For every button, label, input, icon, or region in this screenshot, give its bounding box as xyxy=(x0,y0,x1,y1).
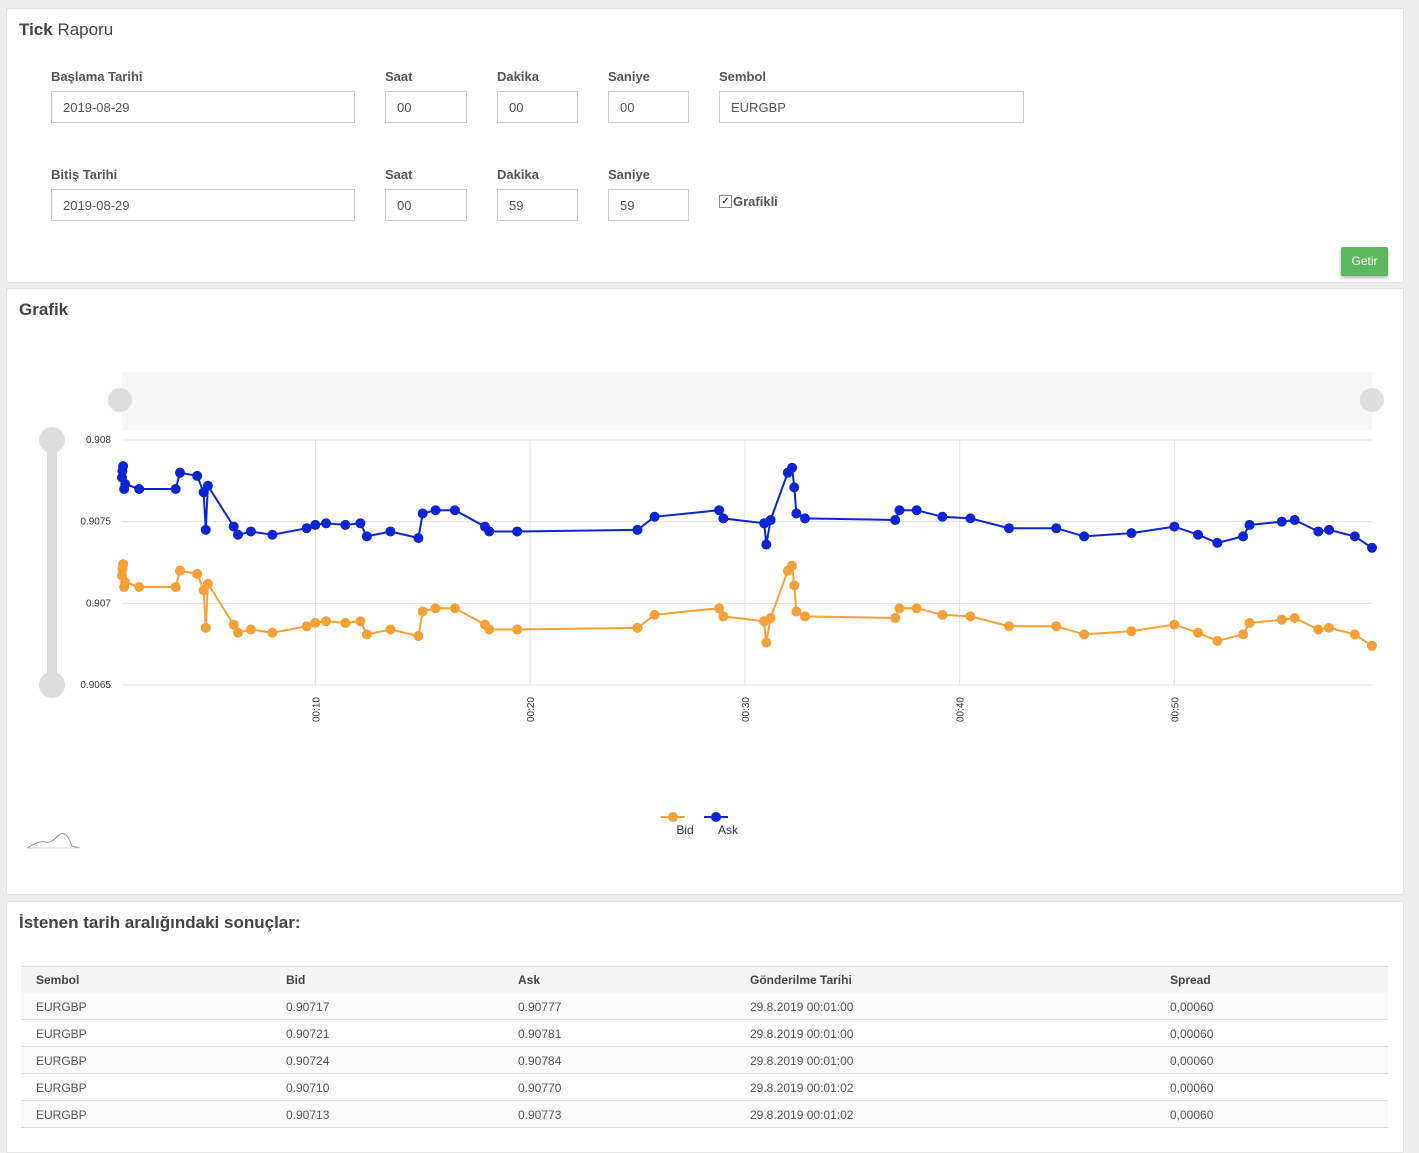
table-cell: EURGBP xyxy=(36,1027,87,1041)
title-strong: Tick xyxy=(19,20,53,39)
panel-title: İstenen tarih aralığındaki sonuçlar: xyxy=(19,913,301,932)
text-input[interactable]: EURGBP xyxy=(719,91,1024,123)
table-cell: 29.8.2019 00:01:00 xyxy=(750,1000,854,1014)
panel-title: Grafik xyxy=(19,300,69,319)
field-label: Saniye xyxy=(608,69,650,84)
column-header: Ask xyxy=(518,973,541,987)
field-label: Saniye xyxy=(608,167,650,182)
table-row xyxy=(21,1047,1388,1074)
text-input[interactable]: 2019-08-29 xyxy=(51,189,355,221)
checkbox[interactable]: ✓ xyxy=(719,195,732,208)
text-input[interactable]: 59 xyxy=(497,189,578,221)
column-header: Bid xyxy=(286,973,306,987)
table-header-row xyxy=(21,966,1388,994)
table-cell: 0.90713 xyxy=(286,1108,330,1122)
table-cell: 0,00060 xyxy=(1170,1027,1214,1041)
table-cell: 0.90710 xyxy=(286,1081,330,1095)
table-cell: 0,00060 xyxy=(1170,1081,1214,1095)
table-cell: 0.90717 xyxy=(286,1000,330,1014)
table-cell: 0.90721 xyxy=(286,1027,330,1041)
table-cell: 0.90784 xyxy=(518,1054,562,1068)
table-cell: 0.90781 xyxy=(518,1027,562,1041)
results-panel: İstenen tarih aralığındaki sonuçlar: Sem… xyxy=(6,901,1404,1153)
table-cell: EURGBP xyxy=(36,1108,87,1122)
text-input[interactable]: 00 xyxy=(608,91,689,123)
table-cell: EURGBP xyxy=(36,1054,87,1068)
panel-title: Tick Raporu xyxy=(19,20,113,40)
field-label: Saat xyxy=(385,167,413,182)
field-label: Bitiş Tarihi xyxy=(51,167,118,182)
table-cell: 0,00060 xyxy=(1170,1108,1214,1122)
field-label: Dakika xyxy=(497,167,539,182)
table-cell: EURGBP xyxy=(36,1081,87,1095)
text-input[interactable]: 2019-08-29 xyxy=(51,91,355,123)
table-row xyxy=(21,1020,1388,1047)
table-row xyxy=(21,993,1388,1020)
table-cell: 0.90724 xyxy=(286,1054,330,1068)
checkbox-label: Grafikli xyxy=(733,194,778,209)
chart-panel: Grafik xyxy=(6,288,1404,895)
table-cell: 29.8.2019 00:01:00 xyxy=(750,1027,854,1041)
text-input[interactable]: 00 xyxy=(497,91,578,123)
form-panel: Tick Raporu Başlama Tarihi 2019-08-29 Saat… xyxy=(6,8,1404,283)
column-header: Gönderilme Tarihi xyxy=(750,973,852,987)
column-header: Spread xyxy=(1170,973,1211,987)
text-input[interactable]: 00 xyxy=(385,189,467,221)
text-input[interactable]: 00 xyxy=(385,91,467,123)
table-cell: EURGBP xyxy=(36,1000,87,1014)
column-header: Sembol xyxy=(36,973,80,987)
title-rest: Raporu xyxy=(57,20,114,39)
table-cell: 0,00060 xyxy=(1170,1054,1214,1068)
submit-button[interactable]: Getir xyxy=(1341,247,1388,276)
table-cell: 0,00060 xyxy=(1170,1000,1214,1014)
table-cell: 0.90777 xyxy=(518,1000,562,1014)
text-input[interactable]: 59 xyxy=(608,189,689,221)
field-label: Sembol xyxy=(719,69,766,84)
table-cell: 0.90770 xyxy=(518,1081,562,1095)
table-row xyxy=(21,1074,1388,1101)
table-cell: 29.8.2019 00:01:00 xyxy=(750,1054,854,1068)
table-cell: 0.90773 xyxy=(518,1108,562,1122)
field-label: Başlama Tarihi xyxy=(51,69,143,84)
table-row xyxy=(21,1101,1388,1128)
table-cell: 29.8.2019 00:01:02 xyxy=(750,1081,854,1095)
table-cell: 29.8.2019 00:01:02 xyxy=(750,1108,854,1122)
field-label: Saat xyxy=(385,69,413,84)
field-label: Dakika xyxy=(497,69,539,84)
